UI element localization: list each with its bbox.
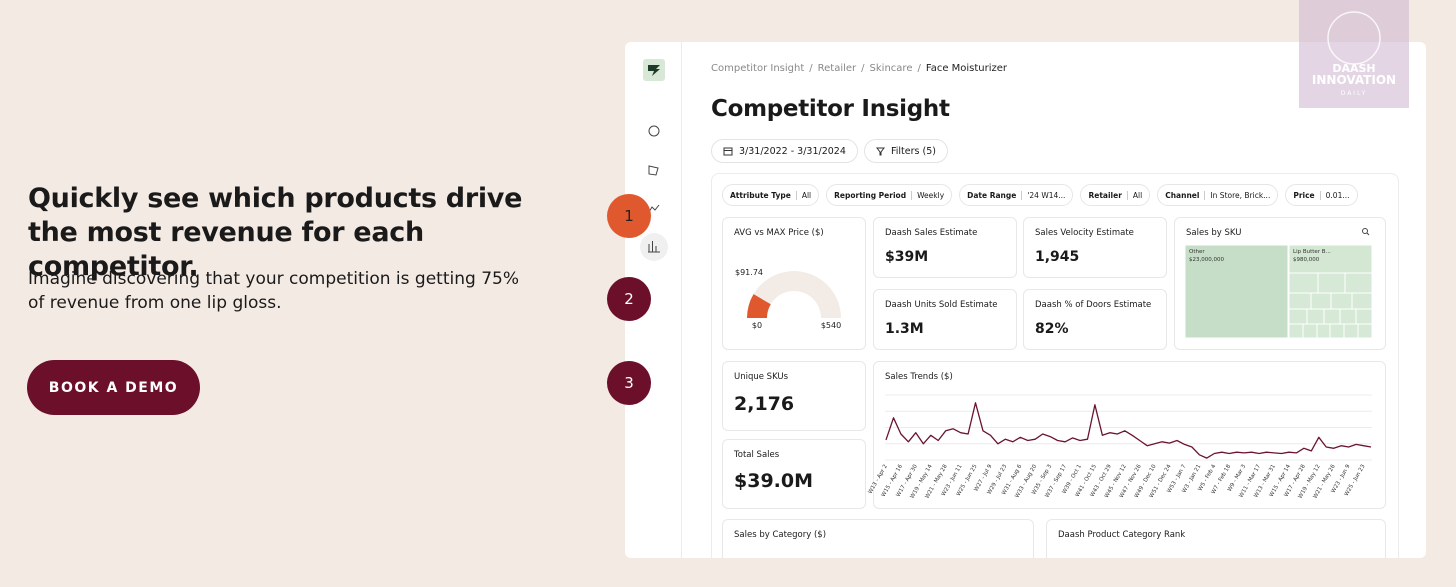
metric-value: 1,945 (1035, 249, 1080, 265)
step[interactable]: 2 (607, 277, 651, 321)
metric-value: $39.0M (734, 470, 814, 492)
metric-card: Total Sales $39.0M (722, 439, 866, 509)
metric-label: Total Sales (734, 450, 780, 460)
date-range-button[interactable]: 3/31/2022 - 3/31/2024 (711, 139, 858, 163)
metric-label: Daash Units Sold Estimate (885, 300, 998, 310)
content-frame (711, 173, 1399, 558)
price-gauge-card: AVG vs MAX Price ($) (722, 217, 866, 350)
filter-chip[interactable]: Reporting Period Weekly (826, 184, 953, 206)
crumb[interactable]: Competitor Insight (711, 63, 805, 74)
separator: / (809, 63, 813, 74)
chip-value: '24 W14... (1021, 190, 1065, 200)
metric-value: 2,176 (734, 393, 795, 415)
sidebar (625, 42, 682, 558)
book-demo-button[interactable]: BOOK A DEMO (27, 360, 200, 415)
metric-label: Sales Velocity Estimate (1035, 228, 1134, 238)
chip-value: In Store, Brick... (1204, 190, 1270, 200)
filter-icon (876, 147, 885, 155)
filters-button[interactable]: Filters (5) (864, 139, 948, 163)
metric-label: Daash % of Doors Estimate (1035, 300, 1152, 310)
chip-value: Weekly (911, 190, 944, 200)
crumb[interactable]: Skincare (869, 63, 913, 74)
filter-chip[interactable]: Date Range '24 W14... (959, 184, 1074, 206)
card-title: Sales by Category ($) (734, 530, 827, 540)
metric-value: 82% (1035, 321, 1069, 337)
metric-label: Daash Sales Estimate (885, 228, 978, 238)
chip-label: Date Range (967, 190, 1017, 200)
card-title: Sales Trends ($) (885, 372, 953, 382)
filter-chip[interactable]: Price 0.01... (1285, 184, 1358, 206)
metric-label: Unique SKUs (734, 372, 789, 382)
chip-label: Reporting Period (834, 190, 907, 200)
panel-cutoff (625, 558, 1426, 587)
filter-chip[interactable]: Retailer All (1080, 184, 1151, 206)
metric-card: Unique SKUs 2,176 (722, 361, 866, 431)
body-text: Imagine discovering that your competitio… (28, 269, 519, 313)
sku-card: Sales by SKU (1174, 217, 1386, 350)
chip-label: Retailer (1088, 190, 1122, 200)
metric-card: Daash % of Doors Estimate 82% (1023, 289, 1167, 350)
metric-value: 1.3M (885, 321, 924, 337)
step[interactable]: 3 (607, 361, 651, 405)
calendar-icon (723, 147, 733, 156)
crumb: Face Moisturizer (925, 63, 1008, 74)
chip-value: 0.01... (1319, 190, 1350, 200)
separator: / (917, 63, 921, 74)
crumb[interactable]: Retailer (817, 63, 857, 74)
metric-value: $39M (885, 249, 929, 265)
separator: / (861, 63, 865, 74)
card-title: AVG vs MAX Price ($) (734, 228, 824, 238)
chip-value: All (795, 190, 811, 200)
metric-card: Sales Velocity Estimate 1,945 (1023, 217, 1167, 278)
filter-chips: Attribute Type All Reporting Period Weekly D… (722, 184, 1358, 206)
chip-label: Channel (1165, 190, 1200, 200)
filter-chip[interactable]: Attribute Type All (722, 184, 820, 206)
headline: Quickly see which products drive the mos… (28, 183, 523, 282)
metric-card: Daash Sales Estimate $39M (873, 217, 1017, 278)
breadcrumb: Competitor Insight / Retailer / Skincare / Fac… (711, 63, 1007, 74)
card-title: Daash Product Category Rank (1058, 530, 1186, 540)
card-title: Sales by SKU (1186, 228, 1242, 238)
trend-card: Sales Trends ($) (873, 361, 1386, 509)
step[interactable]: 1 (607, 194, 651, 238)
filter-chip[interactable]: Channel In Store, Brick... (1157, 184, 1279, 206)
date-range: 3/31/2022 - 3/31/2024 (739, 145, 846, 157)
page-title: Competitor Insight (711, 96, 950, 122)
chip-label: Price (1293, 190, 1315, 200)
chip-value: All (1126, 190, 1142, 200)
chip-label: Attribute Type (730, 190, 791, 200)
filters-label: Filters (5) (891, 145, 936, 157)
metric-card: Daash Units Sold Estimate 1.3M (873, 289, 1017, 350)
